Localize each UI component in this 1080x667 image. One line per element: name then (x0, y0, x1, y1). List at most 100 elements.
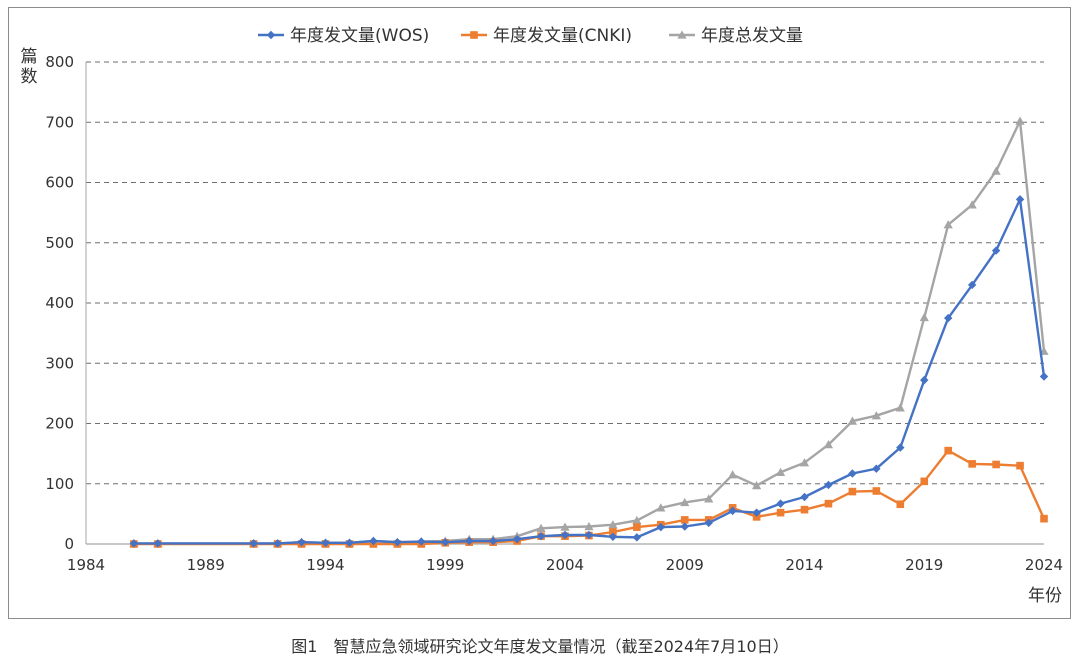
data-point (465, 536, 474, 546)
chart-frame (8, 7, 1071, 619)
data-point (943, 220, 953, 229)
data-point (872, 464, 881, 473)
data-point (967, 280, 977, 290)
data-point (848, 469, 857, 478)
y-tick-label: 400 (45, 294, 74, 312)
data-point (584, 521, 594, 531)
data-point (752, 480, 762, 490)
data-point (992, 460, 1000, 469)
data-point (896, 443, 905, 452)
legend: 年度发文量(WOS) 年度发文量(CNKI) 年度总发文量 (258, 26, 803, 46)
data-point (920, 477, 929, 486)
data-point (871, 411, 881, 420)
data-point (560, 530, 570, 540)
x-tick-label: 2014 (785, 556, 823, 574)
data-point (512, 534, 522, 544)
data-point (991, 246, 1001, 255)
data-point (680, 497, 690, 507)
data-point (823, 439, 834, 449)
data-point (129, 539, 139, 548)
data-point (1015, 116, 1025, 125)
data-point (896, 500, 905, 509)
legend-item: 年度发文量(CNKI) (461, 26, 632, 46)
data-point (680, 522, 689, 531)
data-point (656, 522, 665, 532)
data-point (470, 31, 478, 39)
y-tick-label: 700 (45, 113, 74, 131)
data-point (1016, 461, 1024, 470)
x-tick-label: 1989 (187, 556, 225, 574)
data-point (536, 531, 546, 541)
data-point (944, 446, 952, 455)
data-point (991, 166, 1001, 175)
series-diamond (129, 195, 1049, 548)
series-line (133, 198, 1046, 545)
data-point (441, 537, 450, 547)
y-axis-title: 篇数 (21, 47, 38, 87)
figure-caption: 图1 智慧应急领域研究论文年度发文量情况（截至2024年7月10日） (291, 637, 789, 656)
data-point (775, 467, 786, 476)
x-tick-label: 2009 (666, 556, 704, 574)
y-tick-label: 0 (64, 535, 74, 553)
data-point (1015, 195, 1025, 204)
legend-item: 年度总发文量 (669, 26, 803, 46)
data-point (677, 30, 687, 39)
data-point (297, 537, 306, 547)
data-point (608, 532, 618, 541)
data-point (799, 458, 810, 467)
data-point (656, 503, 666, 512)
data-point (680, 516, 689, 524)
data-point (752, 508, 761, 517)
x-tick-label: 2019 (905, 556, 943, 574)
x-axis-title: 年份 (1028, 586, 1062, 606)
y-axis-title-char: 篇 (21, 47, 38, 67)
data-point (800, 492, 809, 502)
data-point (895, 403, 905, 412)
data-point (266, 30, 276, 40)
data-point (560, 522, 570, 531)
data-point (1039, 372, 1049, 381)
data-point (728, 470, 738, 479)
data-point (345, 538, 354, 547)
y-tick-label: 800 (45, 53, 74, 71)
data-point (776, 499, 785, 508)
y-tick-label: 500 (45, 234, 74, 252)
data-point (153, 539, 163, 548)
legend-label: 年度总发文量 (701, 26, 803, 46)
data-point (752, 513, 761, 521)
data-point (848, 487, 857, 496)
data-point (417, 537, 426, 546)
data-point (369, 536, 378, 546)
data-point (824, 499, 833, 508)
y-axis-title-char: 数 (21, 67, 38, 87)
data-point (393, 537, 402, 547)
legend-label: 年度发文量(WOS) (290, 26, 429, 46)
x-tick-label: 1984 (67, 556, 105, 574)
x-tick-label: 2004 (546, 556, 584, 574)
data-point (919, 312, 929, 322)
y-axis-ticks: 0 100 200 300 400 500 600 700 800 (45, 53, 74, 553)
y-tick-label: 100 (45, 475, 74, 493)
data-point (968, 460, 976, 468)
x-tick-label: 1994 (306, 556, 344, 574)
data-point (488, 536, 498, 546)
data-point (249, 539, 258, 548)
data-point (728, 506, 737, 516)
data-point (608, 520, 618, 529)
data-point (609, 528, 617, 536)
data-point (632, 533, 642, 542)
data-point (944, 313, 953, 323)
series-triangle (129, 116, 1049, 548)
legend-item: 年度发文量(WOS) (258, 26, 429, 46)
data-point (1040, 514, 1048, 523)
data-point (584, 530, 594, 540)
x-axis-ticks: 1984 1989 1994 1999 2004 2009 2014 2019 2024 (67, 556, 1063, 574)
data-point (632, 515, 642, 525)
x-tick-label: 1999 (426, 556, 464, 574)
data-point (273, 539, 282, 548)
data-point (776, 508, 785, 517)
data-point (920, 375, 929, 385)
series-line (133, 119, 1046, 545)
data-point (321, 538, 330, 547)
